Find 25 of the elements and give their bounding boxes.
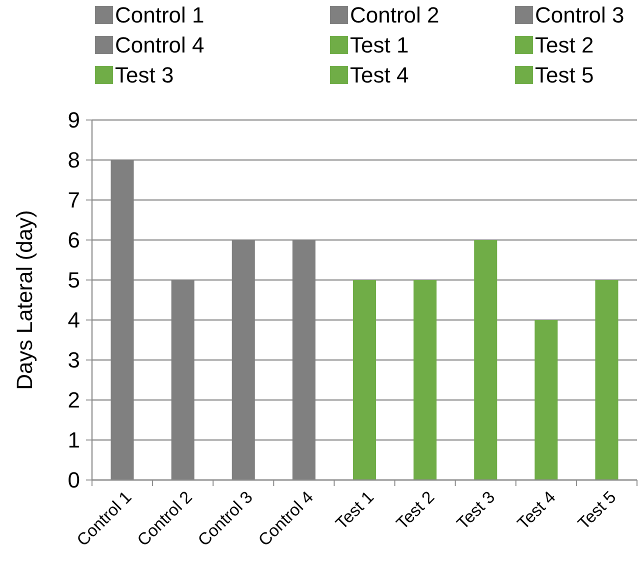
legend-label: Control 1 [115, 2, 204, 28]
y-tick-label: 5 [68, 268, 80, 293]
y-tick-label: 1 [68, 428, 80, 453]
y-tick-label: 0 [68, 468, 80, 493]
legend-label: Control 4 [115, 32, 204, 58]
y-tick-label: 9 [68, 108, 80, 133]
legend-label: Test 5 [535, 62, 594, 88]
y-tick-label: 6 [68, 228, 80, 253]
legend-label: Test 3 [115, 62, 174, 88]
x-tick-label: Test 4 [514, 488, 560, 534]
y-tick-label: 4 [68, 308, 80, 333]
y-tick-label: 8 [68, 148, 80, 173]
y-axis-title: Days Lateral (day) [12, 210, 37, 390]
legend-label: Test 2 [535, 32, 594, 58]
legend-label: Control 2 [350, 2, 440, 28]
y-tick-label: 3 [68, 348, 80, 373]
y-tick-label: 2 [68, 388, 80, 413]
x-tick-label: Test 5 [574, 488, 620, 534]
legend-label: Control 3 [535, 2, 624, 28]
legend-label: Test 4 [350, 62, 409, 88]
x-tick-label: Test 2 [392, 488, 438, 534]
legend-label: Test 1 [350, 32, 409, 58]
y-tick-label: 7 [68, 188, 80, 213]
x-tick-label: Test 3 [453, 488, 499, 534]
x-tick-label: Test 1 [332, 488, 378, 534]
